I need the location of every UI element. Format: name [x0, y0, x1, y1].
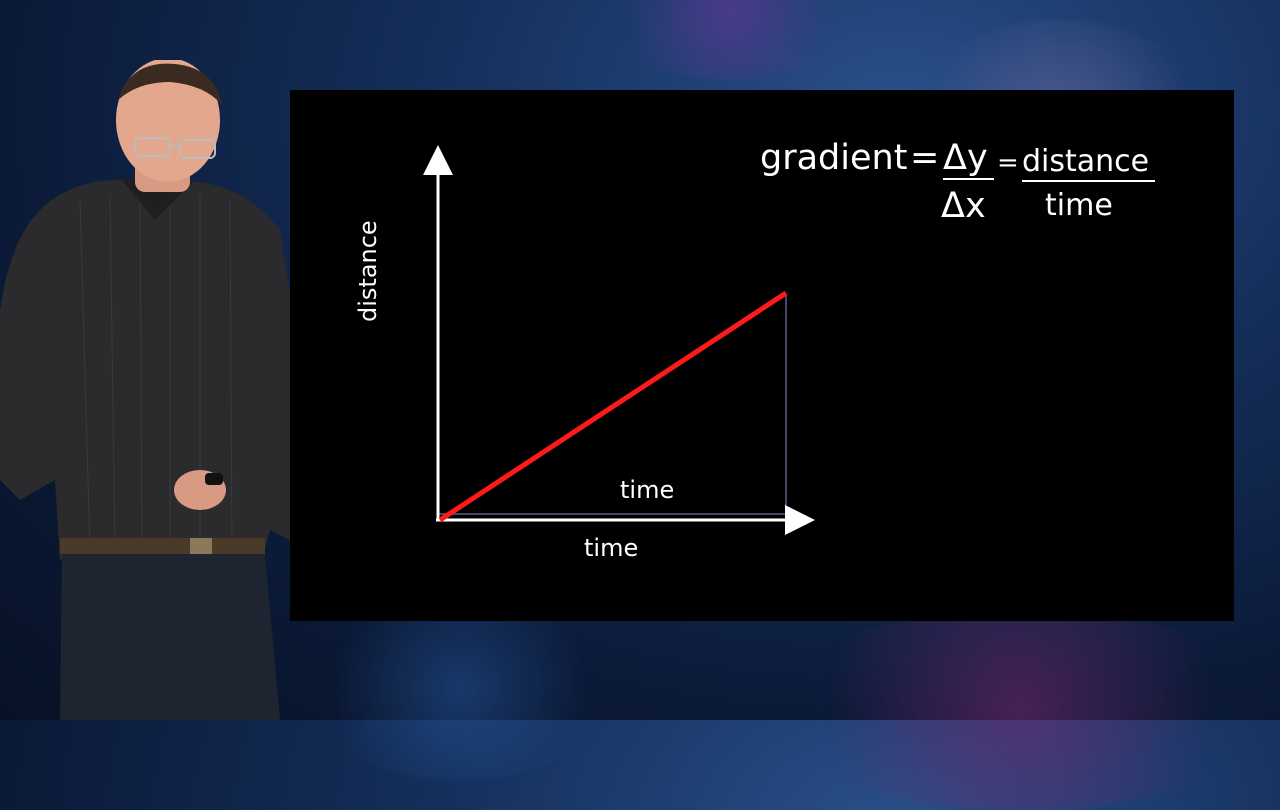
- formula-distance: distance: [1022, 144, 1156, 182]
- formula-time: time: [1045, 188, 1113, 223]
- background-glow: [760, 610, 1280, 810]
- formula-equals-second: =: [997, 148, 1019, 178]
- presenter-figure: [0, 60, 330, 720]
- gradient-formula: gradient = Δy Δx = distance time: [760, 134, 1180, 244]
- background-glow: [300, 600, 620, 780]
- graph-canvas: [423, 145, 815, 535]
- slide: distance time time gradient = Δy Δx = di…: [290, 90, 1234, 621]
- formula-delta-x: Δx: [941, 186, 986, 226]
- formula-delta-y: Δy: [943, 138, 994, 180]
- formula-gradient-word: gradient: [760, 138, 908, 178]
- background-glow: [600, 0, 860, 80]
- x-axis-label: time: [584, 534, 639, 562]
- formula-equals: =: [910, 138, 940, 178]
- triangle-base-label: time: [620, 476, 675, 504]
- y-axis-label: distance: [354, 220, 382, 322]
- distance-time-line: [438, 290, 788, 523]
